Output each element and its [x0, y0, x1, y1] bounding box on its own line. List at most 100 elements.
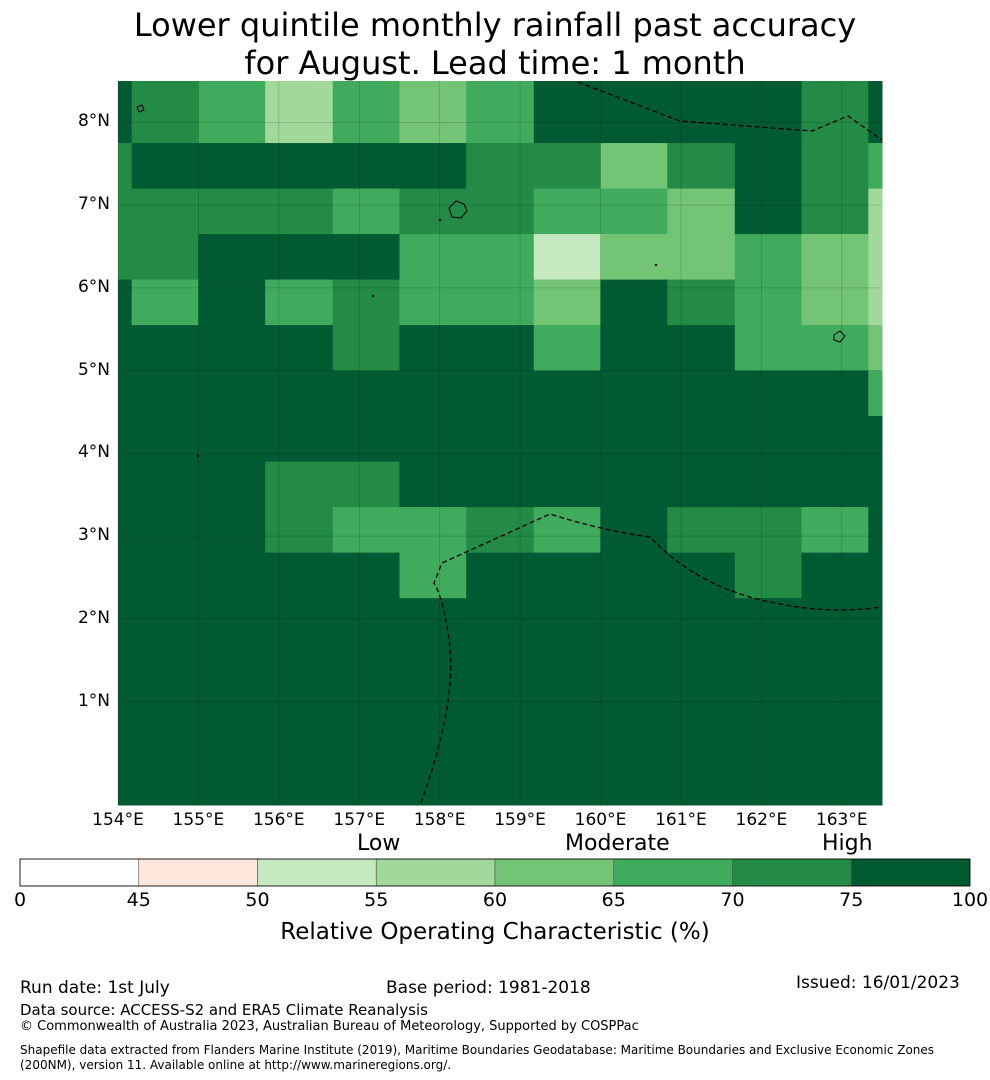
map-grid-cell	[600, 507, 668, 554]
map-grid-cell	[667, 552, 736, 599]
map-grid-cell	[399, 188, 467, 235]
map-grid-cell	[600, 81, 668, 144]
colorbar-block	[19, 858, 140, 887]
longitude-label: 160°E	[574, 810, 627, 830]
latitude-label: 7°N	[77, 194, 110, 215]
map-grid-cell	[131, 416, 199, 463]
map-grid-cell	[118, 188, 133, 235]
map-grid-cell	[399, 552, 467, 599]
latitude-label: 6°N	[77, 276, 110, 297]
map-grid-cell	[466, 416, 535, 463]
map-grid-cell	[734, 552, 803, 599]
map-grid-cell	[801, 143, 869, 190]
map-grid-cell	[265, 234, 334, 281]
map-grid-cell	[600, 461, 668, 508]
map-grid-cell	[600, 234, 668, 281]
map-grid-cell	[198, 279, 266, 326]
map-grid-cell	[801, 234, 869, 281]
map-grid-cell	[332, 370, 400, 417]
map-grid-cell	[198, 416, 266, 463]
eez-boundary-north	[577, 81, 883, 141]
islet-dot	[371, 294, 375, 298]
map-grid-cell	[399, 325, 467, 372]
map-grid-cell	[118, 234, 133, 281]
latitude-label: 2°N	[77, 607, 110, 628]
longitude-label: 155°E	[172, 810, 225, 830]
map-grid-cell	[332, 598, 400, 806]
map-grid-cell	[198, 325, 266, 372]
map-grid-cell	[667, 461, 736, 508]
map-grid-cell	[118, 461, 133, 508]
map-grid-cell	[533, 598, 602, 806]
map-grid-cell	[868, 461, 883, 508]
latitude-label: 5°N	[77, 359, 110, 380]
map-grid-cell	[332, 325, 400, 372]
map-grid-cell	[533, 370, 602, 417]
map-grid-cell	[265, 188, 334, 235]
colorbar-frame	[19, 858, 971, 887]
island-outlines	[136, 104, 846, 343]
map-grid-cell	[734, 461, 803, 508]
map-grid-cell	[734, 279, 803, 326]
chart-title-line-1: Lower quintile monthly rainfall past acc…	[133, 6, 857, 44]
eez-boundary-lines	[420, 81, 883, 804]
map-grid-cell	[265, 507, 334, 554]
map-grid-cell	[131, 81, 199, 144]
colorbar-label-moderate: Moderate	[565, 831, 670, 856]
colorbar-tick-label: 100	[951, 889, 989, 911]
map-grid-cell	[332, 234, 400, 281]
colorbar-block	[257, 858, 377, 887]
map-grid-cell	[118, 370, 133, 417]
map-grid-cell	[332, 552, 400, 599]
map-grid-cell	[265, 143, 334, 190]
map-grid-cell	[868, 598, 883, 806]
map-grid-cell	[399, 598, 467, 806]
map-grid-cell	[868, 507, 883, 554]
map-grid-cell	[198, 143, 266, 190]
map-grid-cell	[131, 552, 199, 599]
map-grid-cell	[533, 234, 602, 281]
map-grid-cell	[118, 143, 133, 190]
colorbar-tick-label: 45	[126, 889, 151, 911]
map-grid-cell	[667, 279, 736, 326]
map-grid-cell	[466, 370, 535, 417]
map-grid-cell	[868, 416, 883, 463]
island-outline-pohnpei	[448, 200, 468, 219]
map-grid-cell	[734, 507, 803, 554]
map-grid-cell	[600, 552, 668, 599]
map-grid-cell	[332, 416, 400, 463]
map-grid-cell	[533, 279, 602, 326]
map-grid-cell	[734, 370, 803, 417]
map-grid-cell	[265, 279, 334, 326]
map-grid-cell	[466, 143, 535, 190]
map-grid-cell	[734, 81, 803, 144]
map-grid-cell	[801, 81, 869, 144]
latitude-label: 3°N	[77, 525, 110, 546]
eez-boundary-central	[420, 513, 883, 804]
map-grid-cell	[198, 81, 266, 144]
map-grid-cell	[265, 325, 334, 372]
map-grid-cell	[734, 188, 803, 235]
map-grid-cell	[533, 552, 602, 599]
map-grid-cell	[600, 598, 668, 806]
map-grid-cell	[600, 143, 668, 190]
longitude-label: 162°E	[735, 810, 788, 830]
colorbar-label-high: High	[822, 831, 873, 856]
map-grid-cell	[131, 370, 199, 417]
map-grid-cell	[198, 461, 266, 508]
map-grid-cell	[399, 416, 467, 463]
map-grid-cell	[667, 507, 736, 554]
map-grid-cell	[332, 188, 400, 235]
issued-date: Issued: 16/01/2023	[796, 973, 960, 993]
map-grid-cell	[600, 370, 668, 417]
longitude-label: 161°E	[655, 810, 707, 830]
map-grid-cell	[801, 552, 869, 599]
map-grid-cell	[265, 416, 334, 463]
map-grid-cell	[265, 552, 334, 599]
map-grid-cell	[466, 81, 535, 144]
map-grid-cell	[198, 188, 266, 235]
map-grid-cell	[399, 370, 467, 417]
map-grid-cell	[533, 81, 602, 144]
map-grid-cell	[265, 598, 334, 806]
